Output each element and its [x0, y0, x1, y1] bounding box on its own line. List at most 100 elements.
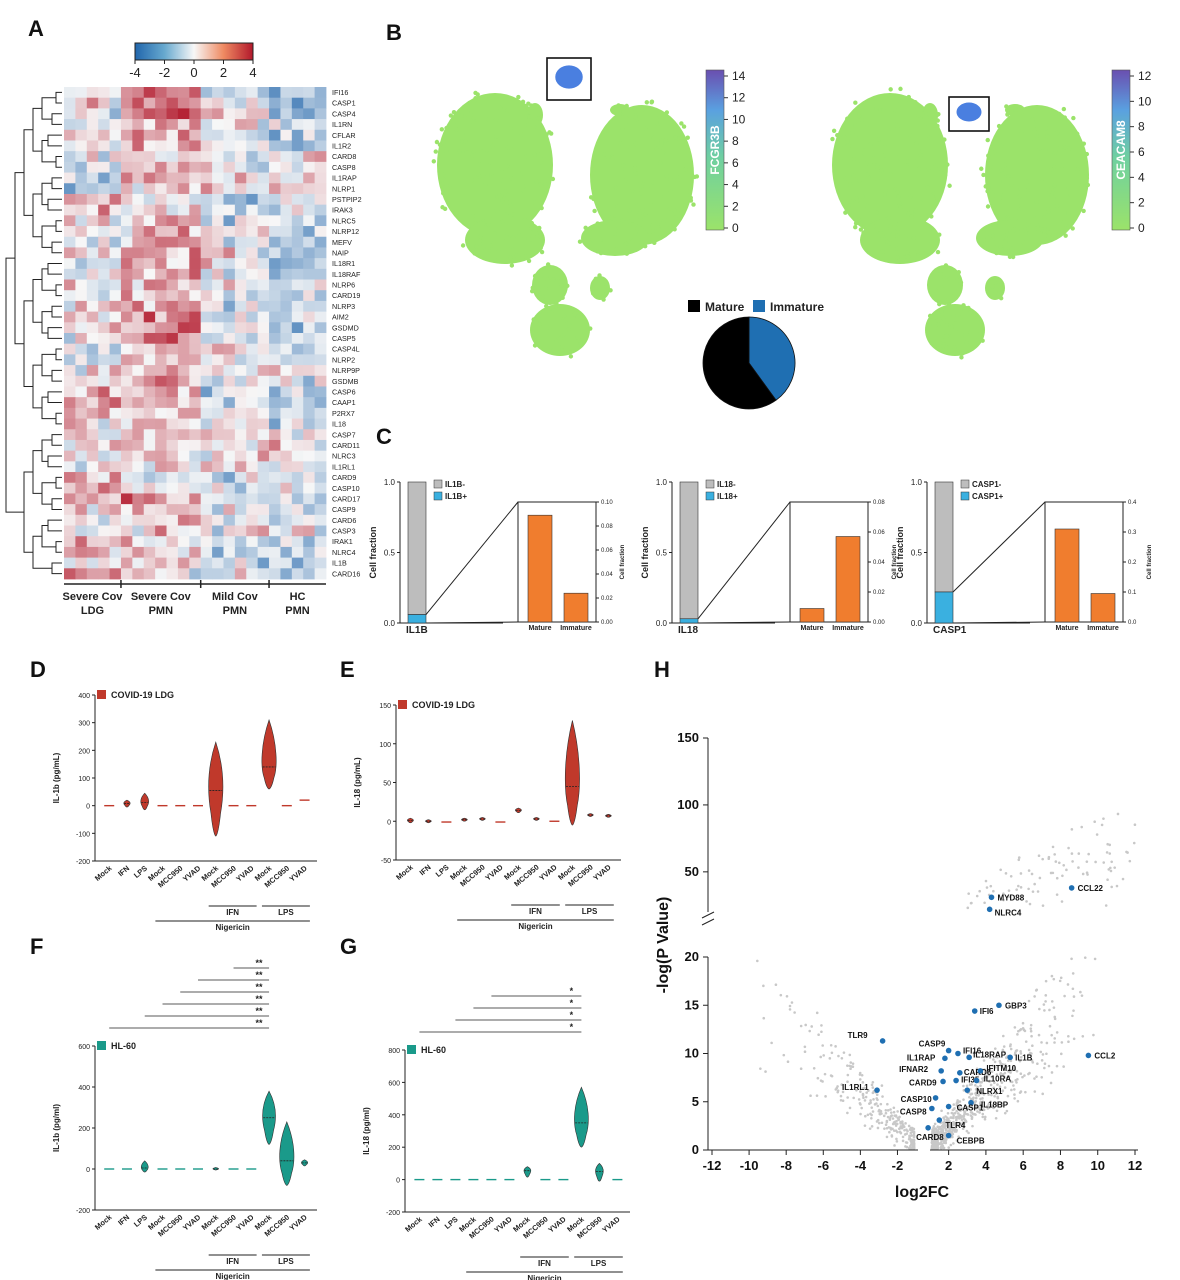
umap-point — [630, 238, 636, 244]
umap-point — [941, 338, 947, 343]
umap-point — [915, 249, 920, 254]
heatmap-cell — [223, 215, 236, 227]
umap-point — [1079, 182, 1084, 188]
umap-point — [539, 205, 544, 211]
volcano-point — [930, 1141, 934, 1144]
row-label: NLRC3 — [332, 452, 356, 461]
umap-point — [453, 123, 458, 129]
umap-point — [1054, 130, 1060, 136]
umap-point — [858, 227, 864, 232]
umap-point — [939, 309, 944, 314]
volcano-point — [846, 1111, 849, 1115]
volcano-point — [987, 1103, 990, 1106]
umap-point — [559, 283, 564, 288]
umap-point — [1042, 215, 1047, 220]
highlighted-gene-label: CEBPB — [957, 1137, 985, 1146]
heatmap-cell — [120, 568, 133, 580]
volcano-point — [1030, 1059, 1034, 1062]
heatmap-cell — [246, 97, 259, 109]
volcano-point — [1081, 872, 1085, 876]
volcano-point — [973, 1100, 977, 1104]
heatmap-cell — [75, 493, 88, 505]
volcano-point — [790, 1001, 794, 1004]
heatmap-cell — [269, 343, 281, 355]
heatmap-cell — [64, 568, 76, 580]
umap-point — [486, 163, 492, 169]
heatmap-cell — [223, 493, 236, 505]
volcano-point — [931, 1135, 934, 1139]
heatmap-cell — [200, 472, 213, 484]
dendrogram-branch — [55, 91, 62, 104]
heatmap-cell — [189, 161, 202, 173]
umap-point — [927, 238, 932, 243]
highlighted-gene-point — [940, 1078, 946, 1085]
volcano-point — [1002, 1045, 1006, 1048]
heatmap-cell — [200, 418, 213, 430]
heatmap-cell — [269, 397, 281, 409]
umap-point — [640, 107, 645, 112]
umap-point — [614, 247, 619, 252]
y-tick-label: 0 — [86, 804, 90, 811]
volcano-point — [886, 1115, 890, 1119]
inset-tick-label: 0.06 — [873, 530, 885, 536]
volcano-point — [774, 983, 778, 987]
heatmap-cell — [98, 375, 110, 387]
heatmap-cell — [166, 397, 179, 409]
heatmap-cell — [86, 258, 99, 270]
heatmap-cell — [280, 119, 293, 131]
volcano-point — [999, 868, 1002, 872]
umap-point — [526, 258, 532, 264]
volcano-point — [877, 1109, 881, 1113]
heatmap-cell — [269, 183, 281, 195]
heatmap-cell — [155, 386, 167, 398]
violin — [425, 819, 432, 824]
heatmap-cell — [314, 525, 327, 537]
heatmap-cell — [246, 87, 259, 99]
heatmap-cell — [120, 97, 133, 109]
umap-point — [997, 289, 1003, 295]
heatmap-cell — [177, 568, 190, 580]
umap-colorbar-tick-label: 4 — [1138, 170, 1145, 184]
heatmap-cell — [314, 504, 327, 516]
volcano-point — [1041, 1092, 1045, 1096]
umap-point — [692, 174, 697, 180]
heatmap-cell — [155, 493, 167, 505]
heatmap-cell — [75, 365, 88, 377]
heatmap-cell — [120, 343, 133, 355]
umap-point — [849, 131, 855, 136]
umap-point — [929, 341, 935, 346]
heatmap-cell — [177, 386, 190, 398]
umap-point — [503, 234, 509, 240]
heatmap-cell — [223, 397, 236, 409]
volcano-point — [1025, 900, 1028, 903]
volcano-point — [785, 994, 789, 998]
heatmap-cell — [234, 268, 247, 280]
umap-point — [914, 141, 919, 146]
heatmap-cell — [269, 108, 281, 120]
heatmap-cell — [200, 322, 213, 334]
heatmap-cell — [109, 418, 122, 430]
umap-point — [934, 288, 939, 294]
heatmap-cell — [280, 247, 293, 259]
heatmap-cell — [314, 87, 327, 99]
volcano-point — [1031, 890, 1035, 893]
heatmap-cell — [234, 504, 247, 516]
volcano-point — [822, 1054, 826, 1057]
volcano-point — [1085, 860, 1089, 863]
heatmap-cell — [64, 119, 76, 131]
umap-point — [845, 138, 850, 144]
umap-point — [1002, 162, 1008, 168]
heatmap-cell — [257, 97, 270, 109]
volcano-point — [1047, 855, 1051, 859]
heatmap-cell — [257, 557, 270, 569]
heatmap-cell — [132, 161, 145, 173]
row-label: NLRP2 — [332, 355, 355, 364]
volcano-point — [1102, 817, 1105, 820]
heatmap-cell — [280, 161, 293, 173]
volcano-point — [949, 1143, 953, 1147]
umap-point — [908, 194, 913, 199]
umap-point — [841, 142, 847, 147]
heatmap-cell — [223, 300, 236, 313]
volcano-point — [979, 1097, 982, 1101]
heatmap-cell — [200, 204, 213, 216]
